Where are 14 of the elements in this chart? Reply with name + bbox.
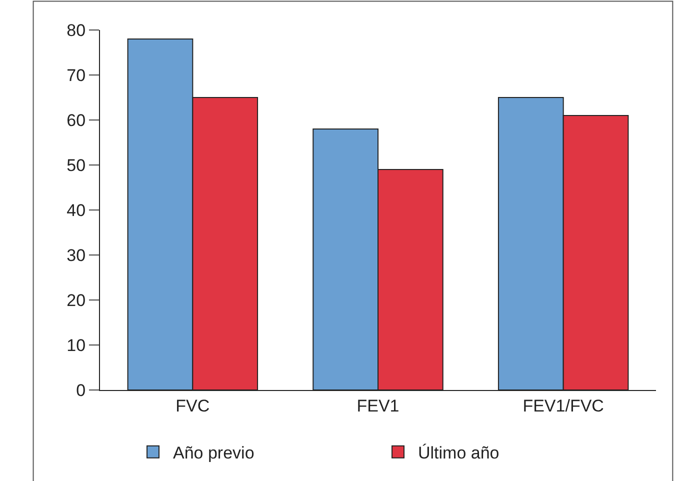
x-tick-label: FVC [176, 396, 210, 416]
y-tick-label: 70 [66, 66, 86, 85]
y-tick-label: 80 [66, 20, 86, 40]
y-tick-label: 0 [76, 380, 86, 400]
legend-label: Año previo [173, 444, 254, 462]
y-tick-label: 20 [66, 290, 86, 310]
y-tick-label: 50 [66, 156, 86, 175]
y-tick-label: 40 [66, 200, 86, 220]
y-tick-label: 30 [66, 246, 86, 265]
y-tick-label: 10 [66, 336, 86, 355]
legend-label: Último año [418, 444, 500, 462]
x-tick-label: FEV1 [356, 396, 400, 416]
y-tick-label: 60 [66, 110, 86, 130]
x-tick-label: FEV1/FVC [522, 396, 604, 416]
